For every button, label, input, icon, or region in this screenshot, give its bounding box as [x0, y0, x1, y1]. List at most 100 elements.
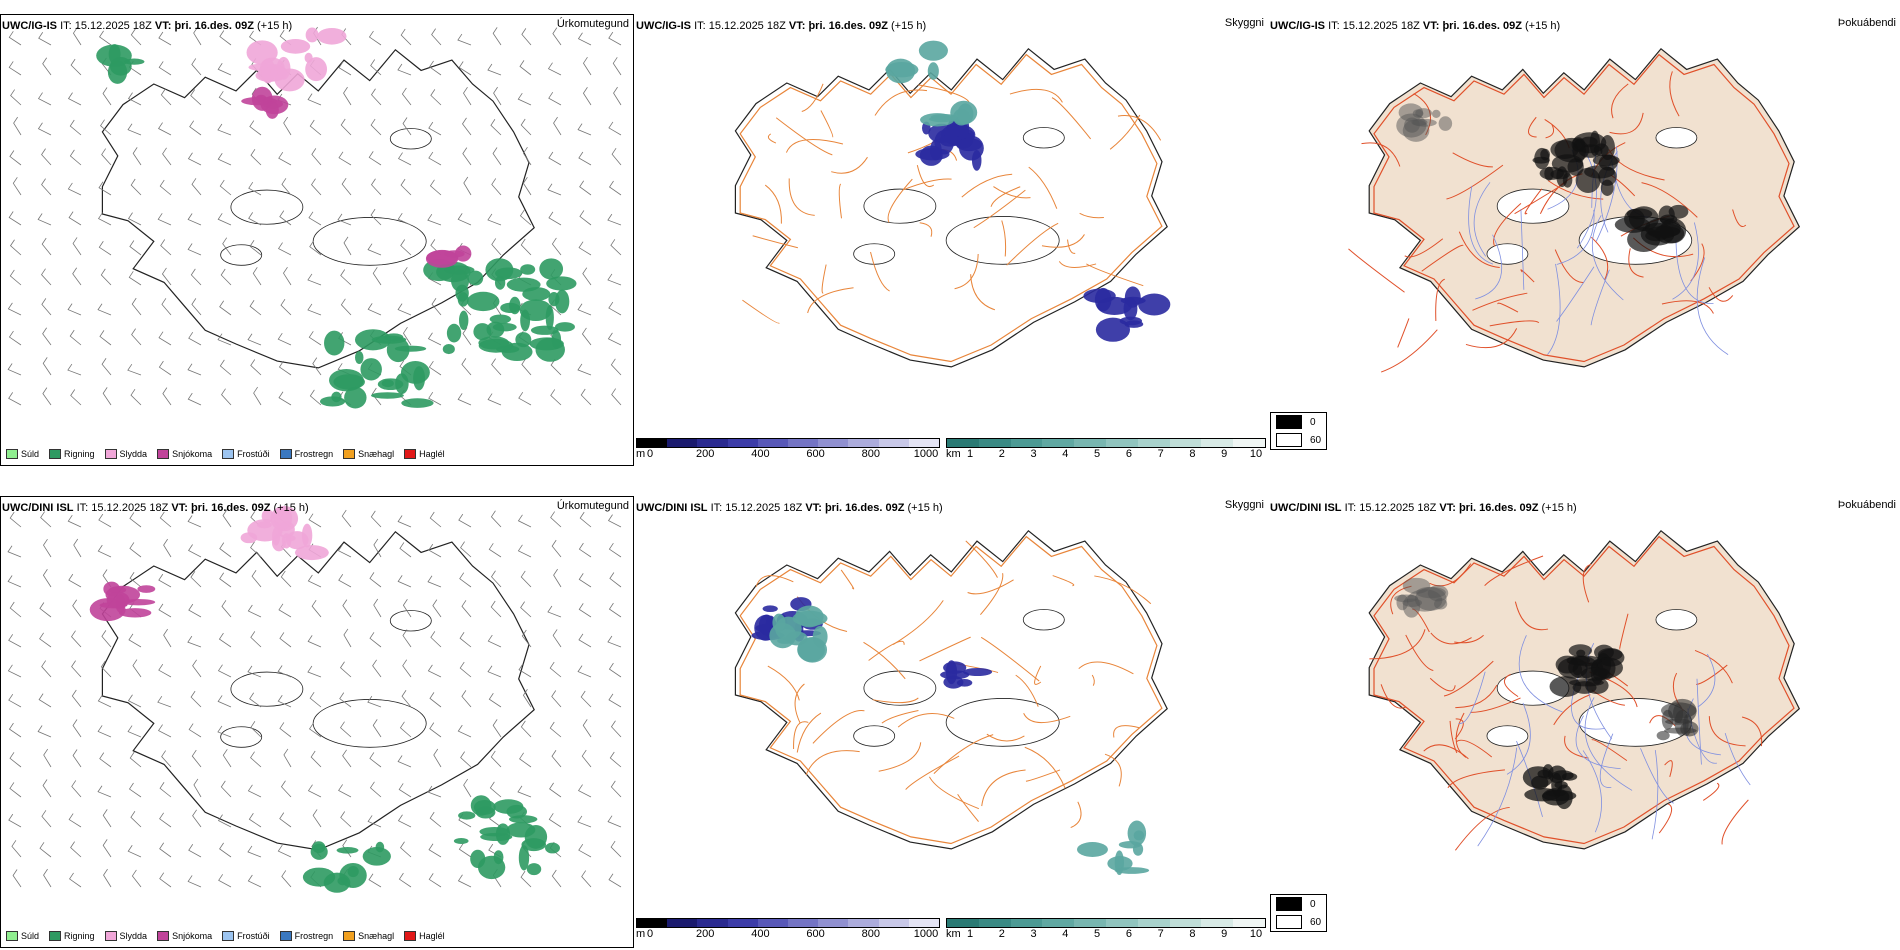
wind-barb	[192, 659, 202, 678]
wind-barb	[127, 694, 142, 708]
wind-barb	[38, 693, 52, 708]
wind-barb	[369, 752, 382, 768]
wind-barb	[71, 630, 82, 648]
wind-barb	[370, 59, 382, 76]
wind-barb	[461, 600, 472, 618]
wind-barb	[312, 357, 322, 376]
weather-cell	[305, 27, 319, 43]
vt-label: VT:	[1439, 502, 1456, 514]
wind-barb	[397, 212, 412, 226]
wind-barb	[308, 331, 322, 346]
road-line	[928, 776, 980, 810]
legend-item: Súld	[6, 449, 39, 459]
legend-item: Haglél	[404, 931, 445, 941]
it-value: 15.12.2025 18Z	[708, 20, 786, 32]
wind-barb	[608, 602, 622, 618]
wind-barb	[517, 785, 532, 798]
colorbar-tick-label: 0	[646, 448, 654, 460]
wind-barb	[97, 694, 112, 708]
road-line	[1025, 769, 1061, 782]
wind-barb	[402, 659, 412, 678]
road-line	[887, 178, 913, 223]
wind-barb	[217, 213, 232, 226]
road-line	[1091, 674, 1095, 686]
wind-barb	[9, 269, 22, 286]
fog-legend-label: 60	[1310, 916, 1322, 928]
road-line	[1058, 261, 1097, 268]
wind-barb	[367, 303, 382, 316]
panel-cloud-row1: Skyggni	[634, 14, 1268, 466]
road-line	[831, 156, 868, 174]
road-line	[1708, 716, 1746, 747]
wind-barb	[188, 544, 202, 558]
weather-cell	[1431, 109, 1441, 118]
wind-barb	[128, 782, 142, 798]
wind-barb	[250, 149, 262, 166]
run-header-row2-cloud: UWC/DINI ISL IT: 15.12.2025 18Z VT: þri.…	[636, 502, 943, 514]
wind-barb	[309, 389, 322, 406]
ring-road	[739, 535, 1163, 845]
road-line	[801, 83, 824, 112]
road-line	[1721, 799, 1749, 845]
wind-barb	[519, 60, 532, 76]
road-line	[742, 299, 780, 324]
weather-cell	[458, 811, 476, 820]
wind-barb	[278, 360, 292, 376]
legend-label: Frostúði	[237, 931, 270, 941]
precip-legend: Súld Rigning Slydda Snjókoma Frostúði Frostre…	[3, 929, 454, 943]
wind-barb	[191, 749, 202, 768]
road-line	[919, 636, 971, 662]
wind-barb	[159, 782, 172, 798]
lead-time: (+15 h)	[891, 20, 927, 32]
weather-cell	[1600, 135, 1615, 161]
weather-cell	[539, 258, 564, 280]
wind-barb	[427, 664, 442, 678]
vt-value: þri. 16.des. 09Z	[808, 20, 888, 32]
weather-cell	[1434, 598, 1448, 610]
wind-barb	[340, 298, 352, 316]
weather-cell	[943, 675, 964, 689]
wind-barb	[8, 813, 22, 828]
road-line	[1009, 88, 1063, 103]
wind-barb	[582, 87, 592, 106]
cloud-map-row1	[734, 40, 1171, 368]
wind-barb	[397, 152, 412, 166]
weather-cell	[494, 267, 523, 280]
colorbar-step	[1233, 439, 1265, 447]
legend-label: Slydda	[119, 449, 148, 459]
road-line	[1369, 629, 1426, 660]
colorbar-unit: m	[636, 448, 646, 460]
weather-cell	[354, 329, 391, 351]
glacier-outline	[863, 670, 937, 706]
colorbar-tick-label: 10	[1249, 448, 1263, 460]
colorbar-tick-label: 400	[751, 928, 770, 940]
weather-cell	[1549, 676, 1582, 697]
road-line	[1465, 328, 1518, 349]
weather-cell	[1119, 316, 1143, 326]
wind-barb	[247, 665, 262, 678]
wind-barb	[43, 538, 52, 558]
glacier-outline	[389, 128, 432, 150]
wind-barb	[7, 363, 22, 376]
wind-barb	[613, 86, 622, 106]
it-label: IT:	[710, 502, 723, 514]
wind-barb	[548, 211, 562, 226]
glacier-outline	[389, 610, 432, 632]
wind-barb	[370, 510, 382, 528]
wind-barb	[248, 212, 262, 226]
wind-barb	[582, 56, 592, 76]
wind-barb	[277, 332, 292, 346]
wind-barb	[490, 510, 502, 528]
legend-item: Slydda	[104, 931, 147, 941]
lead-time: (+15 h)	[1525, 20, 1561, 32]
glacier-outline	[1486, 243, 1529, 265]
road-line	[878, 742, 922, 772]
wind-barb	[372, 267, 382, 286]
wind-barb	[577, 303, 592, 316]
run-header-row2-fog: UWC/DINI ISL IT: 15.12.2025 18Z VT: þri.…	[1270, 502, 1577, 514]
wind-barb	[220, 268, 232, 286]
wind-barb	[219, 30, 232, 46]
road-line	[981, 769, 1026, 807]
wind-barb	[279, 722, 292, 738]
wind-barb	[427, 575, 442, 588]
